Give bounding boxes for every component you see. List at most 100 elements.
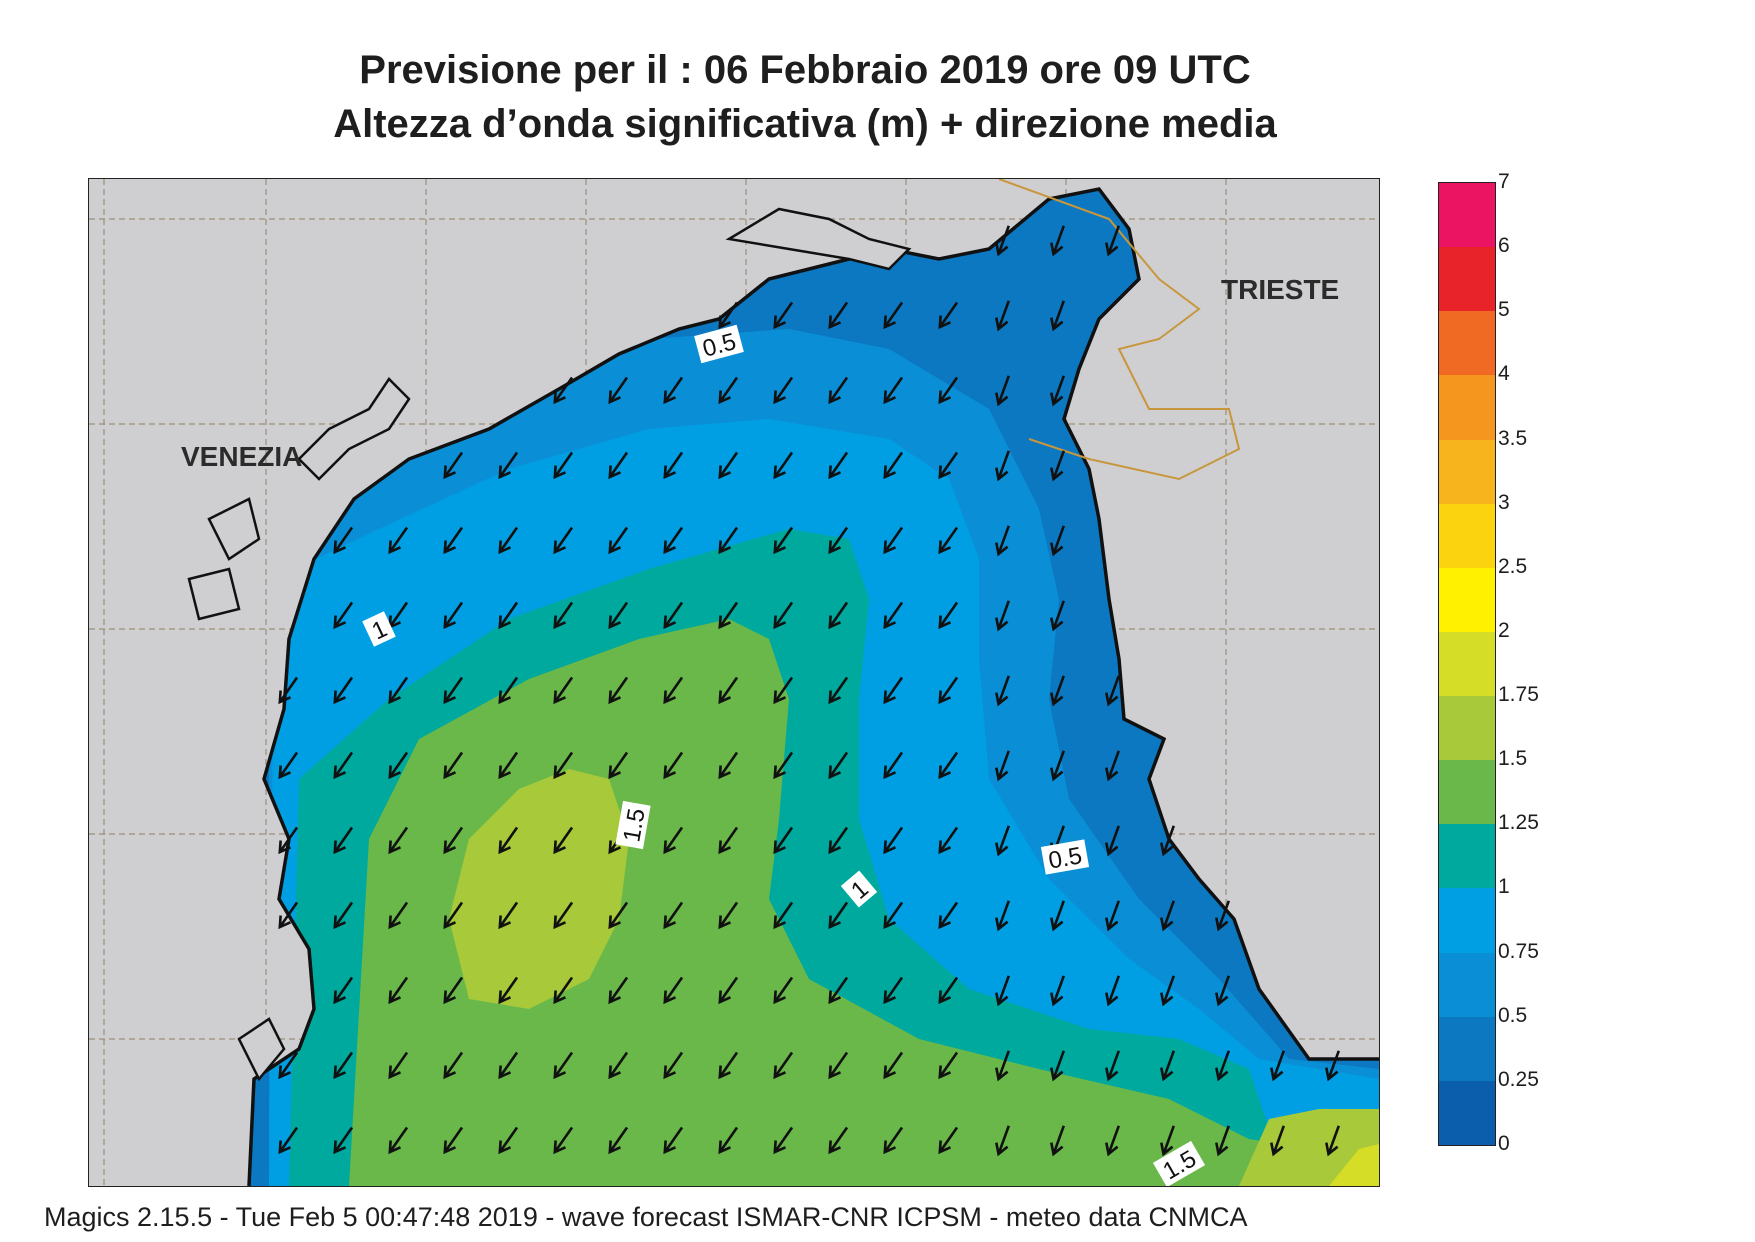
color-scale-label: 0 — [1498, 1132, 1510, 1155]
wave-arrow — [498, 826, 519, 855]
lagoon-islands — [187, 207, 912, 1082]
wave-arrow — [883, 676, 904, 705]
color-scale-swatch — [1439, 311, 1495, 376]
wave-arrow — [883, 901, 904, 930]
wave-arrow — [278, 676, 299, 705]
wave-arrow — [1105, 900, 1121, 932]
color-scale-label: 1.5 — [1498, 747, 1528, 771]
wave-arrow — [663, 901, 684, 930]
wave-arrow — [1325, 1050, 1341, 1082]
wave-arrow — [1215, 975, 1231, 1007]
wave-arrow — [1050, 675, 1066, 707]
wave-arrow — [1050, 450, 1066, 482]
wave-arrow — [443, 676, 464, 705]
wave-arrow — [608, 601, 629, 630]
wave-arrow — [553, 751, 574, 780]
wave-arrow — [995, 525, 1011, 557]
wave-arrow — [388, 1051, 409, 1080]
wave-arrow — [883, 526, 904, 555]
wave-arrow — [1215, 1050, 1231, 1082]
color-scale-swatch — [1439, 1080, 1495, 1146]
wave-direction-arrows — [278, 225, 1341, 1157]
wave-arrow — [938, 901, 959, 930]
wave-arrow — [938, 751, 959, 780]
wave-arrow — [553, 826, 574, 855]
wave-arrow — [443, 1126, 464, 1155]
color-scale-label: 3 — [1498, 490, 1510, 514]
wave-arrow — [333, 526, 354, 555]
wave-arrow — [553, 976, 574, 1005]
wave-arrow — [498, 676, 519, 705]
color-scale-label: 6 — [1498, 234, 1510, 258]
wave-arrow — [995, 975, 1011, 1007]
wave-arrow — [718, 826, 739, 855]
wave-arrow — [278, 751, 299, 780]
wave-arrow — [333, 1126, 354, 1155]
wave-arrow — [883, 301, 904, 330]
wave-arrow — [498, 1051, 519, 1080]
wave-arrow — [498, 601, 519, 630]
city-label-trieste: TRIESTE — [1221, 274, 1340, 305]
map-panel[interactable]: 0.5 1 1.5 1 0.5 1.5 VENEZIA TRIESTE — [88, 178, 1380, 1187]
color-scale-label: 3.5 — [1498, 426, 1528, 450]
wave-arrow — [1215, 900, 1231, 932]
wave-arrow — [995, 225, 1011, 257]
wave-arrow — [608, 526, 629, 555]
wave-arrow — [1050, 300, 1066, 332]
wave-arrow — [278, 1051, 299, 1080]
color-scale-swatch — [1439, 760, 1495, 825]
wave-arrow — [883, 1126, 904, 1155]
wave-arrow — [663, 526, 684, 555]
wave-arrow — [553, 1051, 574, 1080]
wave-arrow — [828, 1051, 849, 1080]
wave-arrow — [443, 826, 464, 855]
wave-arrow — [1270, 1050, 1286, 1082]
wave-arrow — [333, 1051, 354, 1080]
wave-arrow — [828, 976, 849, 1005]
wave-arrow — [1215, 1125, 1231, 1157]
wave-arrow — [938, 451, 959, 480]
wave-arrow — [995, 900, 1011, 932]
wave-arrow — [553, 376, 574, 405]
wave-arrow — [828, 526, 849, 555]
wave-arrow — [443, 751, 464, 780]
wave-arrow — [718, 751, 739, 780]
wave-arrow — [333, 901, 354, 930]
wave-arrow — [718, 301, 739, 330]
color-scale-label: 7 — [1498, 170, 1510, 193]
wave-arrow — [1325, 1125, 1341, 1157]
wave-arrow — [608, 1051, 629, 1080]
wave-arrow — [608, 451, 629, 480]
wave-arrow — [553, 901, 574, 930]
wave-arrow — [1050, 525, 1066, 557]
wave-arrow — [1105, 225, 1121, 257]
wave-arrow — [608, 1126, 629, 1155]
wave-arrow — [995, 300, 1011, 332]
wave-arrow — [1050, 975, 1066, 1007]
wave-arrow — [663, 376, 684, 405]
wave-arrow — [1105, 1125, 1121, 1157]
wave-arrow — [773, 526, 794, 555]
wave-height-map: 0.5 1 1.5 1 0.5 1.5 — [89, 179, 1379, 1186]
wave-arrow — [995, 450, 1011, 482]
color-scale-label: 5 — [1498, 298, 1510, 322]
wave-arrow — [883, 376, 904, 405]
color-scale-swatch — [1439, 375, 1495, 441]
wave-arrow — [663, 826, 684, 855]
wave-arrow — [498, 751, 519, 780]
wave-arrow — [828, 1126, 849, 1155]
wave-arrow — [828, 601, 849, 630]
wave-arrow — [553, 601, 574, 630]
color-scale-swatch — [1439, 696, 1495, 761]
wave-arrow — [278, 1126, 299, 1155]
wave-arrow — [1050, 225, 1066, 257]
color-scale — [1438, 182, 1496, 1146]
wave-arrow — [718, 451, 739, 480]
wave-arrow — [718, 1126, 739, 1155]
wave-arrow — [773, 451, 794, 480]
color-scale-swatch — [1439, 183, 1495, 248]
wave-arrow — [1050, 750, 1066, 782]
wave-arrow — [498, 451, 519, 480]
wave-arrow — [663, 676, 684, 705]
wave-arrow — [718, 901, 739, 930]
